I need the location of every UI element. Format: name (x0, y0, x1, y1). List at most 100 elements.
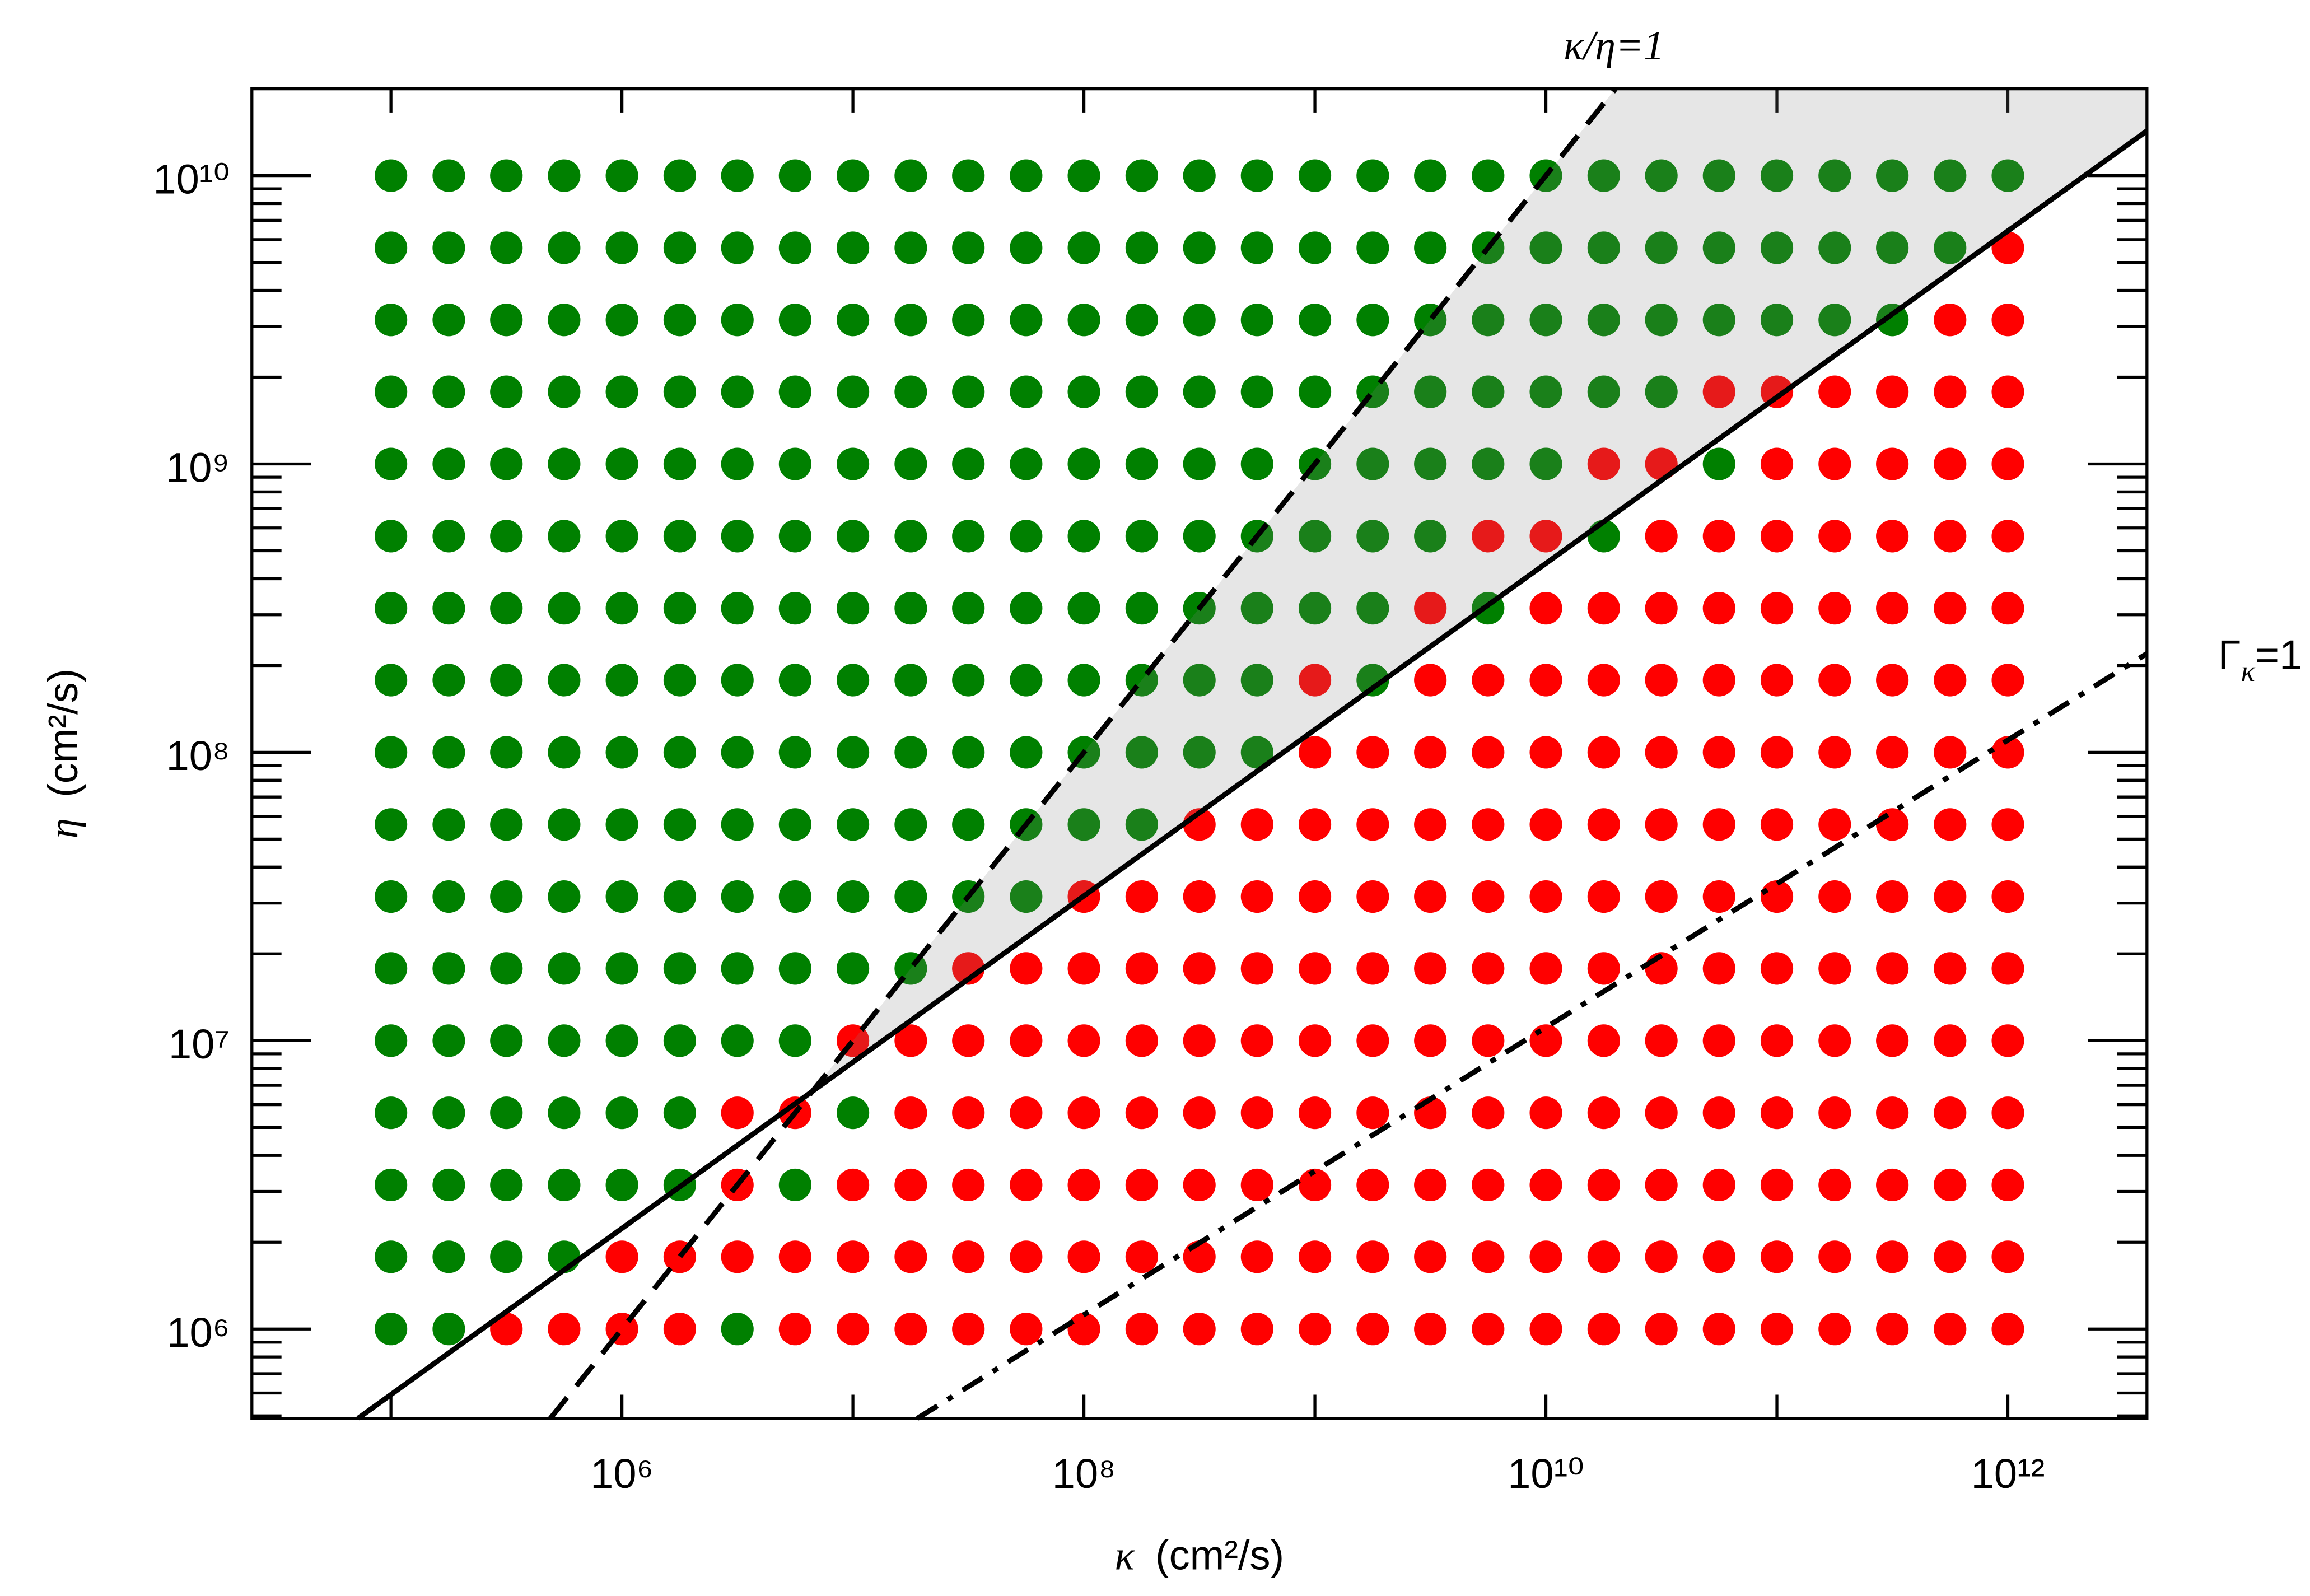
point (1818, 808, 1851, 841)
point (1702, 736, 1735, 769)
point (1645, 1096, 1678, 1130)
point (1587, 880, 1620, 913)
point (1298, 736, 1332, 769)
point (548, 231, 581, 264)
point (1183, 304, 1216, 337)
point (1702, 1096, 1735, 1130)
point (1587, 231, 1620, 264)
point (605, 1240, 638, 1273)
point (605, 736, 638, 769)
point (1414, 736, 1447, 769)
point (375, 159, 408, 192)
point (1587, 952, 1620, 985)
point (952, 736, 985, 769)
point (1414, 231, 1447, 264)
point (432, 664, 465, 697)
point (663, 736, 696, 769)
point (1818, 304, 1851, 337)
point (1876, 808, 1909, 841)
point (1125, 447, 1158, 480)
point (1702, 447, 1735, 480)
point (548, 808, 581, 841)
point (1414, 375, 1447, 408)
point (721, 520, 754, 553)
point (1934, 159, 1967, 192)
point (490, 736, 523, 769)
point (1183, 664, 1216, 697)
point (1529, 231, 1562, 264)
point (1529, 1240, 1562, 1273)
annotation: Γκ=1 (2218, 632, 2303, 688)
point (1702, 1024, 1735, 1057)
point (1702, 880, 1735, 913)
point (952, 1096, 985, 1130)
point (1067, 375, 1100, 408)
point (1356, 1240, 1389, 1273)
x-axis-unit: (cm²/s) (1155, 1532, 1284, 1578)
point (1818, 736, 1851, 769)
point (605, 664, 638, 697)
point (490, 447, 523, 480)
point (375, 880, 408, 913)
point (778, 304, 811, 337)
point (548, 664, 581, 697)
point (1760, 1096, 1794, 1130)
point (894, 520, 927, 553)
point (721, 375, 754, 408)
point (721, 304, 754, 337)
point (837, 952, 870, 985)
point (778, 1313, 811, 1346)
point (952, 159, 985, 192)
point (778, 159, 811, 192)
point (1010, 304, 1043, 337)
annotation-sub: κ (2241, 655, 2256, 688)
point (1645, 231, 1678, 264)
point (663, 1096, 696, 1130)
point (605, 447, 638, 480)
point (375, 304, 408, 337)
point (1298, 159, 1332, 192)
point (894, 304, 927, 337)
y-tick-label: 10⁹ (166, 444, 230, 491)
x-tick-label: 10⁸ (1052, 1450, 1116, 1497)
point (1183, 952, 1216, 985)
point (1876, 736, 1909, 769)
point (1587, 304, 1620, 337)
point (1356, 952, 1389, 985)
point (1702, 231, 1735, 264)
point (1125, 952, 1158, 985)
point (952, 447, 985, 480)
x-tick-label: 10¹⁰ (1508, 1450, 1584, 1497)
point (1240, 447, 1273, 480)
point (1587, 664, 1620, 697)
point (1240, 808, 1273, 841)
point (1991, 1313, 2024, 1346)
point (663, 952, 696, 985)
point (894, 1313, 927, 1346)
point (1645, 304, 1678, 337)
point (490, 375, 523, 408)
point (721, 1096, 754, 1130)
point (375, 1168, 408, 1202)
point (837, 1240, 870, 1273)
point (375, 952, 408, 985)
point (1010, 1096, 1043, 1130)
point (1934, 520, 1967, 553)
point (721, 447, 754, 480)
point (1010, 447, 1043, 480)
point (1067, 1096, 1100, 1130)
point (1067, 1024, 1100, 1057)
point (1760, 159, 1794, 192)
point (432, 1024, 465, 1057)
point (837, 231, 870, 264)
point (1010, 664, 1043, 697)
point (1991, 375, 2024, 408)
point (1183, 1024, 1216, 1057)
point (1702, 1313, 1735, 1346)
point (1298, 592, 1332, 625)
point (952, 664, 985, 697)
point (894, 231, 927, 264)
point (721, 952, 754, 985)
point (1010, 1313, 1043, 1346)
point (1702, 952, 1735, 985)
